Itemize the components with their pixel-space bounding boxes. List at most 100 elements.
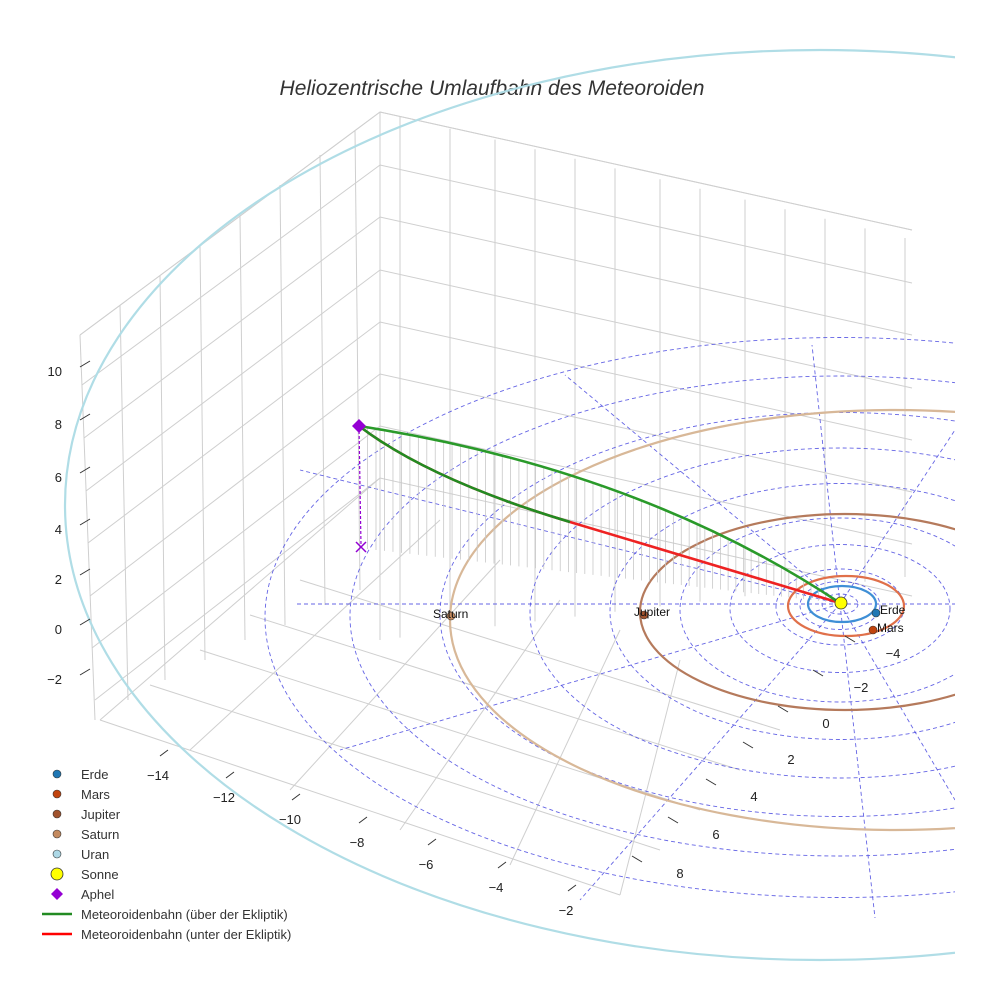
axis-ticks: 10 8 6 4 2 0 −2 −2 −4 −6 −8 −10 −12 −14 −4 −2 0 2 4 6 8: [47, 360, 901, 918]
grid-line: [289, 559, 501, 791]
ecliptic-ring: [799, 581, 881, 630]
y-tick-mark: [631, 855, 643, 863]
grid-line: [354, 129, 361, 591]
ecliptic-ring: [264, 337, 955, 898]
z-tick-mark: [79, 518, 91, 526]
y-tick-mark: [705, 778, 717, 786]
z-tick-label: 6: [55, 470, 62, 485]
y-tick-label: 2: [787, 752, 794, 767]
jupiter-point: [639, 610, 649, 620]
ecliptic-radial: [839, 603, 876, 919]
legend-marker: [52, 789, 62, 799]
aphel-projection-marker: [355, 541, 367, 553]
ecliptic-ring: [529, 447, 955, 779]
z-tick-mark: [79, 668, 91, 676]
sonne-point: [834, 596, 848, 610]
ecliptic-radial: [839, 603, 955, 801]
legend-marker: [51, 888, 63, 900]
mars-orbit: [786, 574, 906, 638]
y-tick-mark: [812, 669, 824, 677]
grid-line: [119, 304, 129, 701]
grid-line: [89, 373, 913, 597]
legend-label: Sonne: [81, 867, 119, 882]
legend-label: Mars: [81, 787, 110, 802]
uran-orbit: [64, 49, 955, 961]
aphel-point: [352, 419, 366, 433]
grid-line: [249, 614, 741, 771]
grid-line: [81, 164, 913, 386]
ecliptic-radial: [811, 344, 841, 605]
x-tick-label: −14: [147, 768, 169, 783]
grid-line: [509, 629, 621, 866]
y-tick-label: 6: [712, 827, 719, 842]
legend-marker: [50, 867, 64, 881]
x-tick-label: −8: [350, 835, 365, 850]
z-tick-label: 10: [48, 364, 62, 379]
ecliptic-radial: [579, 603, 841, 901]
x-tick-mark: [358, 816, 368, 824]
grid-line: [319, 154, 326, 606]
grid-line: [279, 184, 286, 626]
grid-line: [199, 244, 206, 661]
legend-label: Aphel: [81, 887, 114, 902]
plot-scene: [64, 49, 955, 961]
z-tick-label: 2: [55, 572, 62, 587]
x-tick-mark: [225, 771, 235, 779]
aphel-drop-line: [358, 425, 362, 547]
x-tick-label: −4: [489, 880, 504, 895]
legend-item[interactable]: Uran: [52, 847, 109, 862]
grid-line: [79, 334, 96, 721]
legend-marker: [52, 829, 62, 839]
legend-item[interactable]: Erde: [52, 767, 108, 782]
legend-label: Saturn: [81, 827, 119, 842]
legend-item[interactable]: Saturn: [52, 827, 119, 842]
y-tick-mark: [742, 741, 754, 749]
grid-line: [159, 274, 166, 681]
ecliptic-ring: [679, 517, 955, 703]
jupiter-label: Jupiter: [634, 605, 670, 619]
legend-item[interactable]: Meteoroidenbahn (unter der Ekliptik): [42, 927, 291, 942]
x-tick-mark: [427, 838, 437, 846]
plot-marks: Erde Mars Jupiter Saturn: [352, 419, 906, 635]
legend-item[interactable]: Aphel: [51, 887, 114, 902]
mars-point: [868, 625, 878, 635]
legend-item[interactable]: Meteoroidenbahn (über der Ekliptik): [42, 907, 288, 922]
x-tick-mark: [497, 861, 507, 869]
legend-item[interactable]: Jupiter: [52, 807, 121, 822]
ecliptic-radial: [299, 469, 841, 605]
x-tick-mark: [567, 884, 577, 892]
x-tick-label: −10: [279, 812, 301, 827]
legend-item[interactable]: Sonne: [50, 867, 119, 882]
y-tick-mark: [777, 705, 789, 713]
x-tick-mark: [159, 749, 169, 757]
z-tick-mark: [79, 413, 91, 421]
x-tick-label: −2: [559, 903, 574, 918]
legend-marker: [52, 849, 62, 859]
saturn-point: [446, 611, 456, 621]
legend-label: Meteoroidenbahn (über der Ekliptik): [81, 907, 288, 922]
x-tick-label: −6: [419, 857, 434, 872]
legend-item[interactable]: Mars: [52, 787, 110, 802]
z-tick-mark: [79, 568, 91, 576]
z-tick-mark: [79, 618, 91, 626]
grid-line: [79, 111, 913, 336]
grid-line: [83, 216, 913, 439]
meteoroid-orbit-above-segment: [358, 424, 571, 524]
chart-title: Heliozentrische Umlaufbahn des Meteoroid…: [280, 77, 705, 100]
z-tick-mark: [79, 466, 91, 474]
grid-line: [91, 425, 913, 649]
meteoroid-orbit-above: [358, 424, 841, 605]
grid-line: [619, 659, 681, 896]
x-tick-label: −12: [213, 790, 235, 805]
ecliptic-ring: [349, 375, 955, 857]
legend[interactable]: Erde Mars Jupiter Saturn Uran Sonne Aphel Meteo…: [42, 767, 291, 942]
y-tick-label: 4: [750, 789, 757, 804]
grid-line: [99, 719, 621, 896]
legend-marker: [52, 769, 62, 779]
grid-line: [85, 269, 913, 492]
z-tick-mark: [79, 360, 91, 368]
y-tick-label: −4: [886, 646, 901, 661]
legend-label: Uran: [81, 847, 109, 862]
y-tick-label: 8: [676, 866, 683, 881]
